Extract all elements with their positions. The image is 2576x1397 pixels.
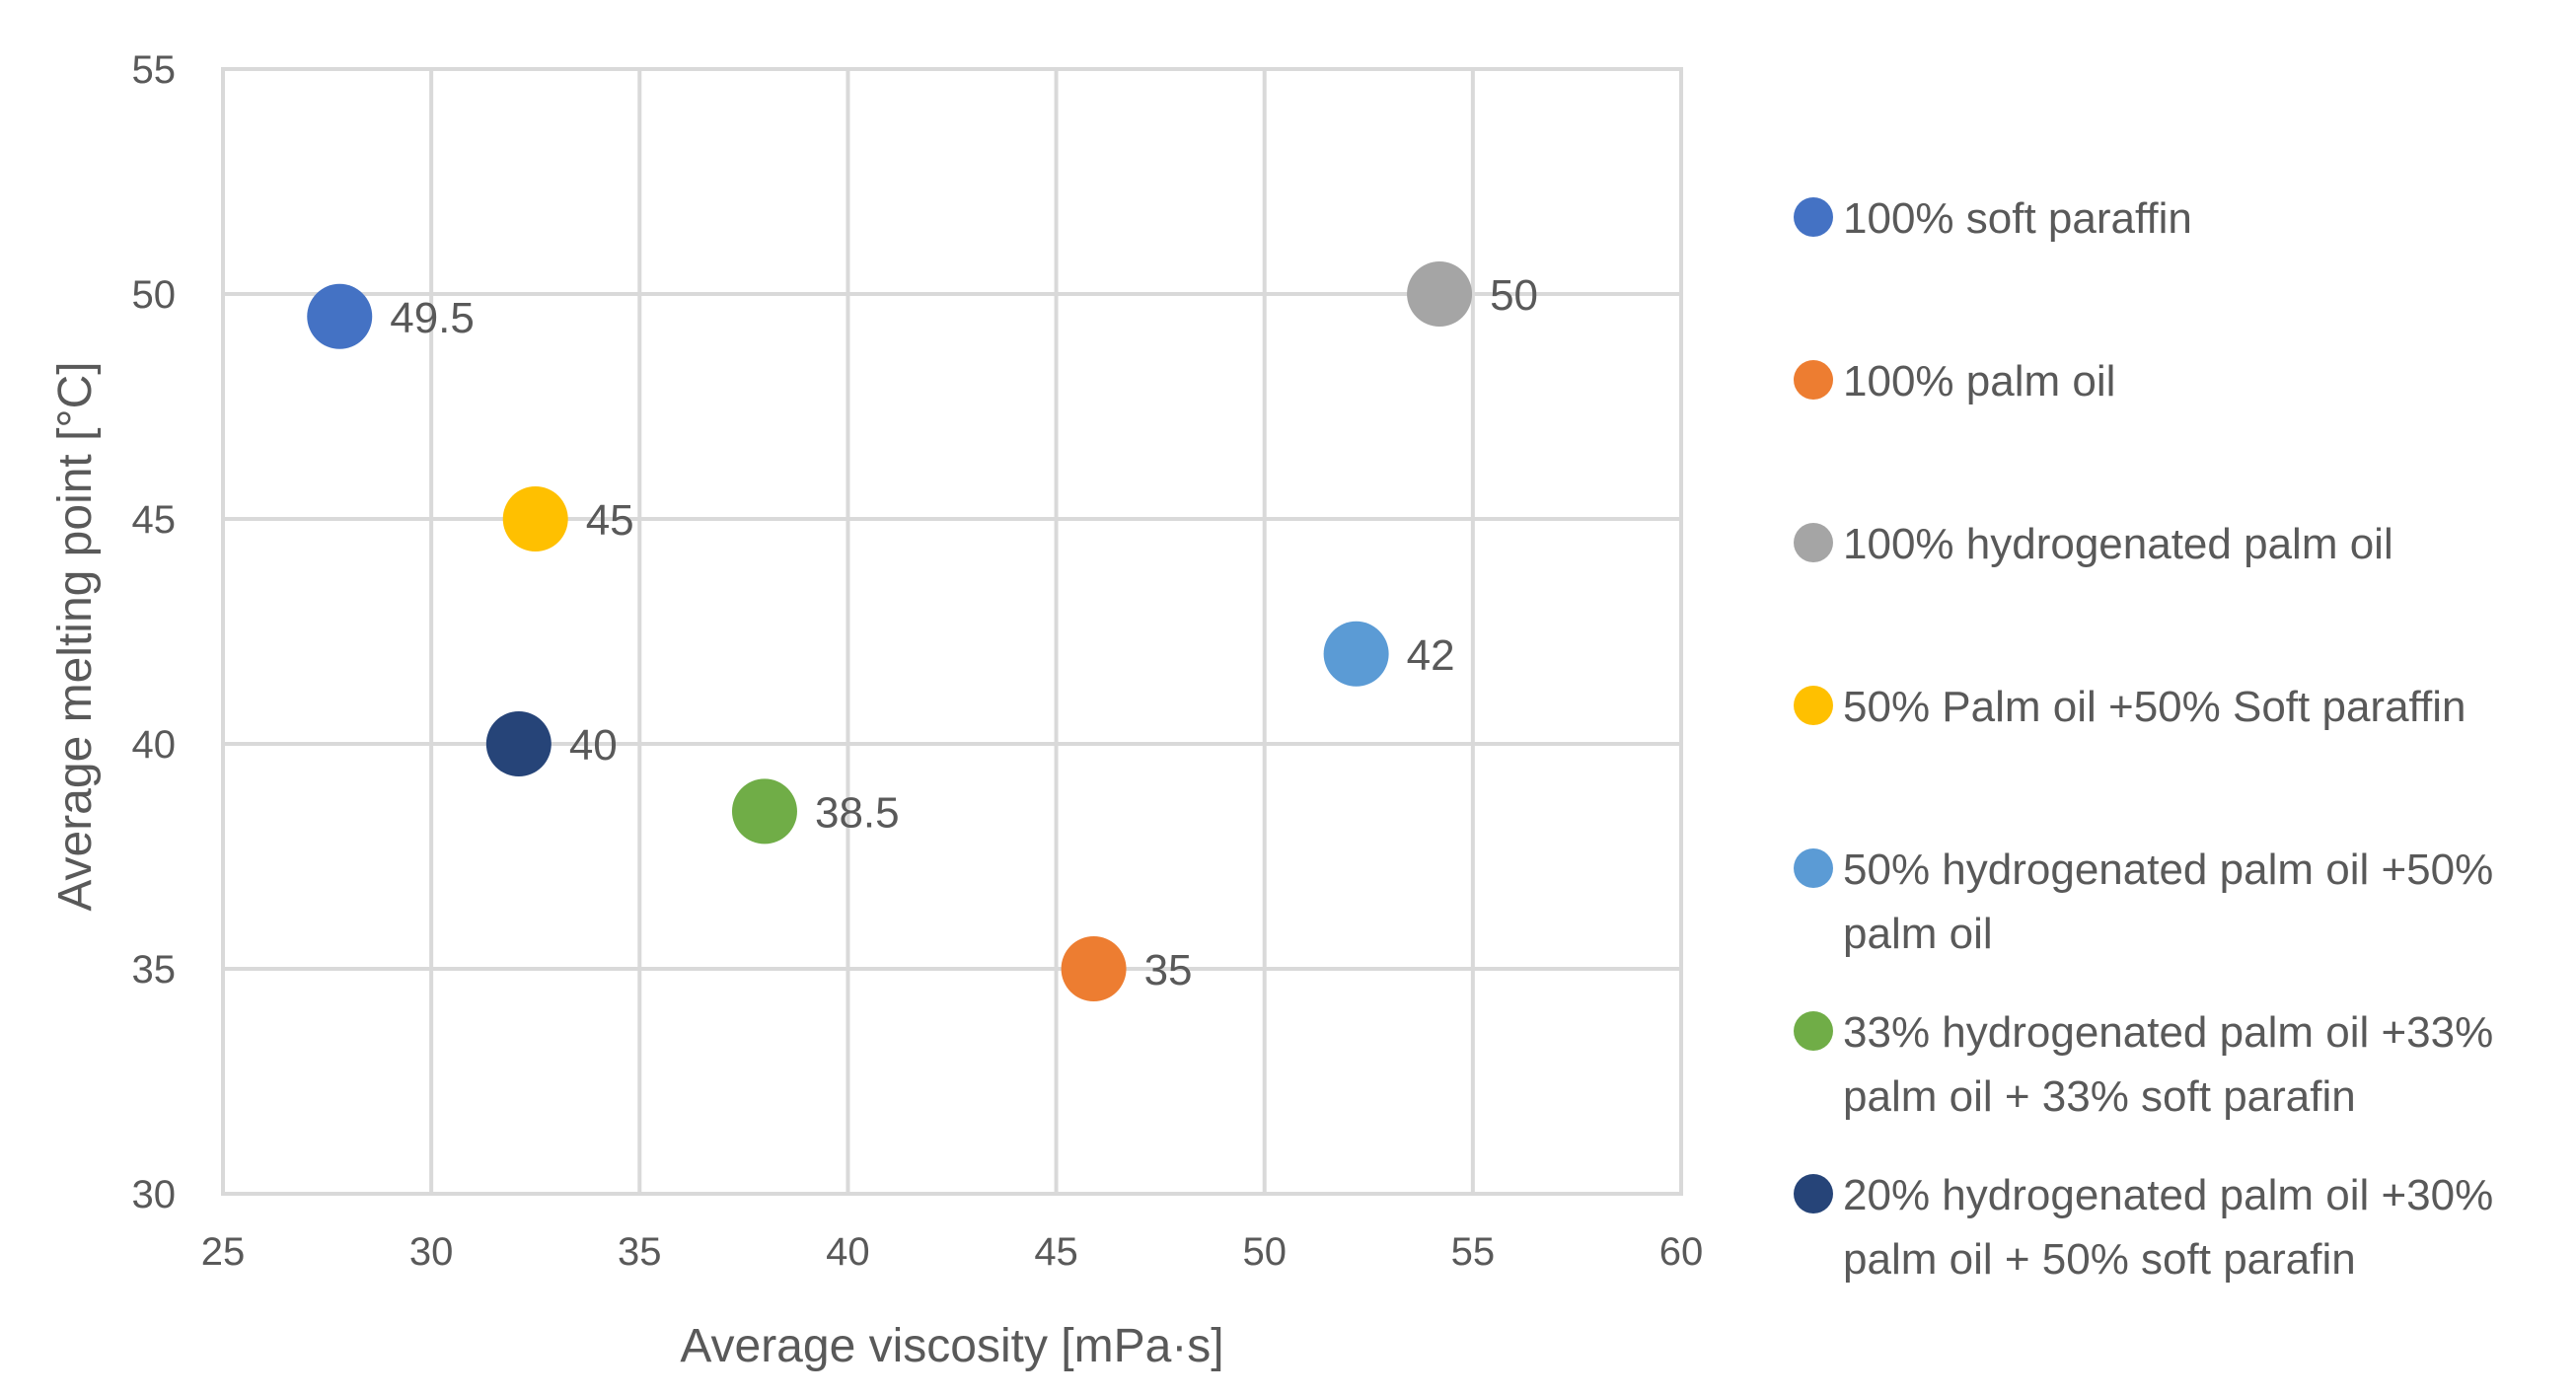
legend-marker — [1794, 523, 1833, 562]
data-point — [1323, 621, 1389, 687]
x-tick-label: 25 — [201, 1230, 246, 1274]
legend-entry: 100% palm oil — [1843, 357, 2115, 405]
x-axis-title: Average viscosity [mPa·s] — [680, 1320, 1223, 1372]
legend-entry: 50% hydrogenated palm oil +50% palm oil — [1843, 846, 2493, 958]
legend-marker — [1794, 360, 1833, 400]
x-tick-label: 50 — [1242, 1230, 1287, 1274]
y-tick-label: 45 — [132, 498, 177, 542]
y-tick-label: 55 — [132, 48, 177, 92]
grid — [221, 67, 1683, 1196]
data-point — [1061, 936, 1127, 1001]
data-label: 40 — [569, 721, 618, 770]
legend-marker — [1794, 1011, 1833, 1051]
x-tick-label: 30 — [409, 1230, 454, 1274]
y-tick-label: 40 — [132, 723, 177, 767]
x-tick-label: 40 — [826, 1230, 870, 1274]
legend-entry: 33% hydrogenated palm oil +33% palm oil +… — [1843, 1008, 2493, 1121]
data-label: 49.5 — [390, 294, 475, 342]
legend-marker — [1794, 848, 1833, 888]
data-label: 38.5 — [815, 788, 900, 837]
data-points — [307, 261, 1473, 1001]
data-label: 42 — [1407, 631, 1455, 680]
legend: 100% soft paraffin 100% palm oil 100% hydr… — [1794, 194, 2493, 1284]
x-tick-label: 45 — [1034, 1230, 1078, 1274]
legend-entry: 50% Palm oil +50% Soft paraffin — [1843, 683, 2466, 731]
x-tick-label: 60 — [1659, 1230, 1704, 1274]
data-point — [502, 486, 568, 551]
data-point — [731, 778, 797, 845]
data-label: 45 — [586, 496, 634, 545]
legend-marker — [1794, 686, 1833, 725]
y-tick-label: 50 — [132, 273, 177, 317]
legend-marker — [1794, 1174, 1833, 1213]
y-axis-title: Average melting point [°C] — [49, 361, 102, 911]
x-tick-label: 35 — [618, 1230, 662, 1274]
x-tick-label: 55 — [1451, 1230, 1496, 1274]
plot-area-border — [221, 67, 1683, 1196]
legend-entry: 20% hydrogenated palm oil +30% palm oil +… — [1843, 1171, 2493, 1284]
data-label: 50 — [1490, 271, 1538, 320]
data-point — [307, 283, 373, 349]
legend-entry: 100% soft paraffin — [1843, 194, 2192, 243]
legend-marker — [1794, 197, 1833, 237]
y-tick-label: 30 — [132, 1173, 177, 1216]
data-point — [485, 711, 552, 776]
y-tick-label: 35 — [132, 948, 177, 992]
legend-entry: 100% hydrogenated palm oil — [1843, 520, 2393, 568]
data-label: 35 — [1144, 946, 1193, 994]
axis-ticks: 25 30 35 40 45 50 55 60 30 35 40 45 50 55 — [132, 48, 1704, 1274]
data-point — [1407, 261, 1473, 327]
data-labels: 49.5 35 50 45 42 38.5 40 — [390, 271, 1538, 994]
